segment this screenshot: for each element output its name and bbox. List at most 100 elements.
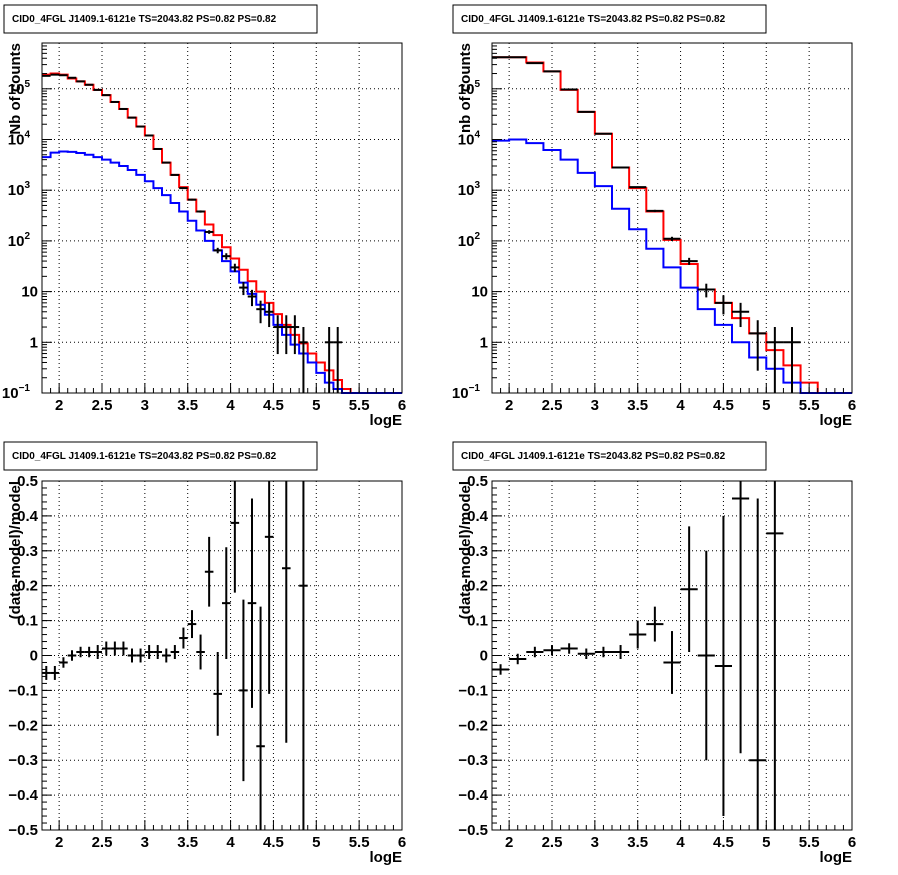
title-box: [452, 4, 767, 34]
residual-point: [162, 648, 171, 663]
y-tick-label: 0.1: [467, 613, 488, 630]
panel-top-right: CID0_4FGL J1409.1-6121e TS=2043.82 PS=0.…: [452, 4, 856, 429]
y-tick-label: −0.3: [8, 752, 38, 769]
y-tick-label: 0: [30, 648, 38, 665]
data-point: [239, 281, 248, 296]
data-point: [222, 253, 231, 260]
x-axis-title: logE: [820, 849, 853, 866]
title-box: [3, 441, 318, 471]
data-point: [264, 302, 274, 328]
residual-point: [766, 481, 784, 830]
residual-point: [282, 481, 291, 743]
residual-point: [714, 515, 732, 817]
x-tick-label: 3.5: [177, 834, 198, 851]
series-layer: [492, 56, 852, 394]
x-tick-label: 4: [226, 834, 235, 851]
data-point: [179, 187, 188, 190]
data-point: [282, 315, 291, 355]
residual-point: [153, 645, 162, 659]
data-point: [204, 230, 214, 234]
series-layer: [492, 481, 784, 830]
x-tick-label: 3.5: [627, 834, 648, 851]
residual-point: [102, 641, 111, 656]
residual-point: [50, 665, 60, 680]
residual-point: [299, 481, 308, 830]
data-point: [663, 236, 681, 242]
x-tick-label: 3.5: [177, 397, 198, 414]
ticks: 2 2.5 3 3.5 4 4.5 5 5.5 6 −0.5 −0.4 −0.3 −0.2 −0.1 0 0.…: [458, 473, 856, 851]
x-tick-label: 5: [762, 834, 770, 851]
residual-point: [697, 550, 715, 761]
x-tick-label: 4.5: [713, 397, 734, 414]
x-tick-label: 6: [398, 834, 406, 851]
x-tick-label: 4.5: [263, 397, 284, 414]
residual-point: [560, 643, 578, 654]
residual-point: [543, 645, 561, 656]
title-box: [452, 441, 767, 471]
x-tick-label: 4: [676, 397, 685, 414]
residual-point: [680, 526, 698, 653]
residual-point: [612, 645, 630, 659]
x-axis-title: logE: [370, 849, 403, 866]
residual-point: [526, 646, 544, 658]
data-point: [629, 186, 647, 189]
residual-point: [144, 645, 154, 659]
data-point: [290, 315, 300, 355]
data-point: [766, 327, 784, 393]
y-tick-label: 0.3: [17, 543, 38, 560]
y-tick-label: 0.5: [17, 473, 38, 490]
residual-point: [749, 498, 767, 830]
y-tick-label: 10: [471, 284, 488, 301]
data-point: [153, 147, 162, 150]
data-point: [256, 300, 265, 324]
y-tick-label: −0.5: [458, 822, 488, 839]
x-tick-label: 6: [848, 397, 856, 414]
residual-point: [179, 627, 188, 649]
y-tick-label: 0.2: [467, 578, 488, 595]
plot-title: CID0_4FGL J1409.1-6121e TS=2043.82 PS=0.…: [12, 14, 277, 25]
y-tick-label: 0: [480, 648, 488, 665]
residual-point: [264, 481, 274, 694]
x-tick-label: 2.5: [92, 834, 113, 851]
y-tick-label: −0.4: [8, 787, 38, 804]
residual-point: [213, 652, 222, 736]
plot-title: CID0_4FGL J1409.1-6121e TS=2043.82 PS=0.…: [461, 14, 726, 25]
y-tick-label: 0.4: [17, 508, 39, 525]
residual-point: [119, 641, 128, 656]
x-tick-label: 5.5: [349, 397, 370, 414]
y-tick-label: −0.1: [458, 682, 488, 699]
y-tick-label: 0.1: [17, 613, 38, 630]
x-tick-label: 3.5: [627, 397, 648, 414]
data-point: [213, 247, 222, 254]
residual-point: [594, 646, 612, 658]
data-point: [324, 327, 334, 393]
data-point: [273, 315, 282, 355]
y-tick-label: 10: [21, 284, 38, 301]
x-tick-label: 2.5: [542, 834, 563, 851]
data-point: [680, 257, 698, 265]
residual-point: [222, 547, 231, 659]
data-point: [299, 327, 308, 393]
residual-point: [59, 657, 68, 668]
residual-point: [646, 606, 664, 642]
residual-point: [239, 599, 248, 782]
x-tick-label: 2: [55, 834, 63, 851]
panel-top-left: CID0_4FGL J1409.1-6121e TS=2043.82 PS=0.…: [2, 4, 406, 429]
series-layer: [42, 72, 402, 394]
residual-point: [577, 648, 595, 659]
residual-point: [230, 481, 240, 593]
residual-point: [93, 645, 102, 659]
x-tick-label: 6: [848, 834, 856, 851]
x-tick-label: 3: [591, 834, 599, 851]
residual-point: [42, 665, 51, 680]
x-tick-label: 5.5: [799, 397, 820, 414]
residual-point: [187, 610, 197, 639]
x-tick-label: 2: [505, 834, 513, 851]
residual-point: [629, 620, 647, 649]
title-box: [3, 4, 318, 34]
plot-title: CID0_4FGL J1409.1-6121e TS=2043.82 PS=0.…: [12, 451, 277, 462]
residual-point: [663, 631, 681, 694]
x-axis-title: logE: [820, 412, 853, 429]
residual-point: [204, 536, 214, 607]
residual-point: [256, 606, 265, 830]
